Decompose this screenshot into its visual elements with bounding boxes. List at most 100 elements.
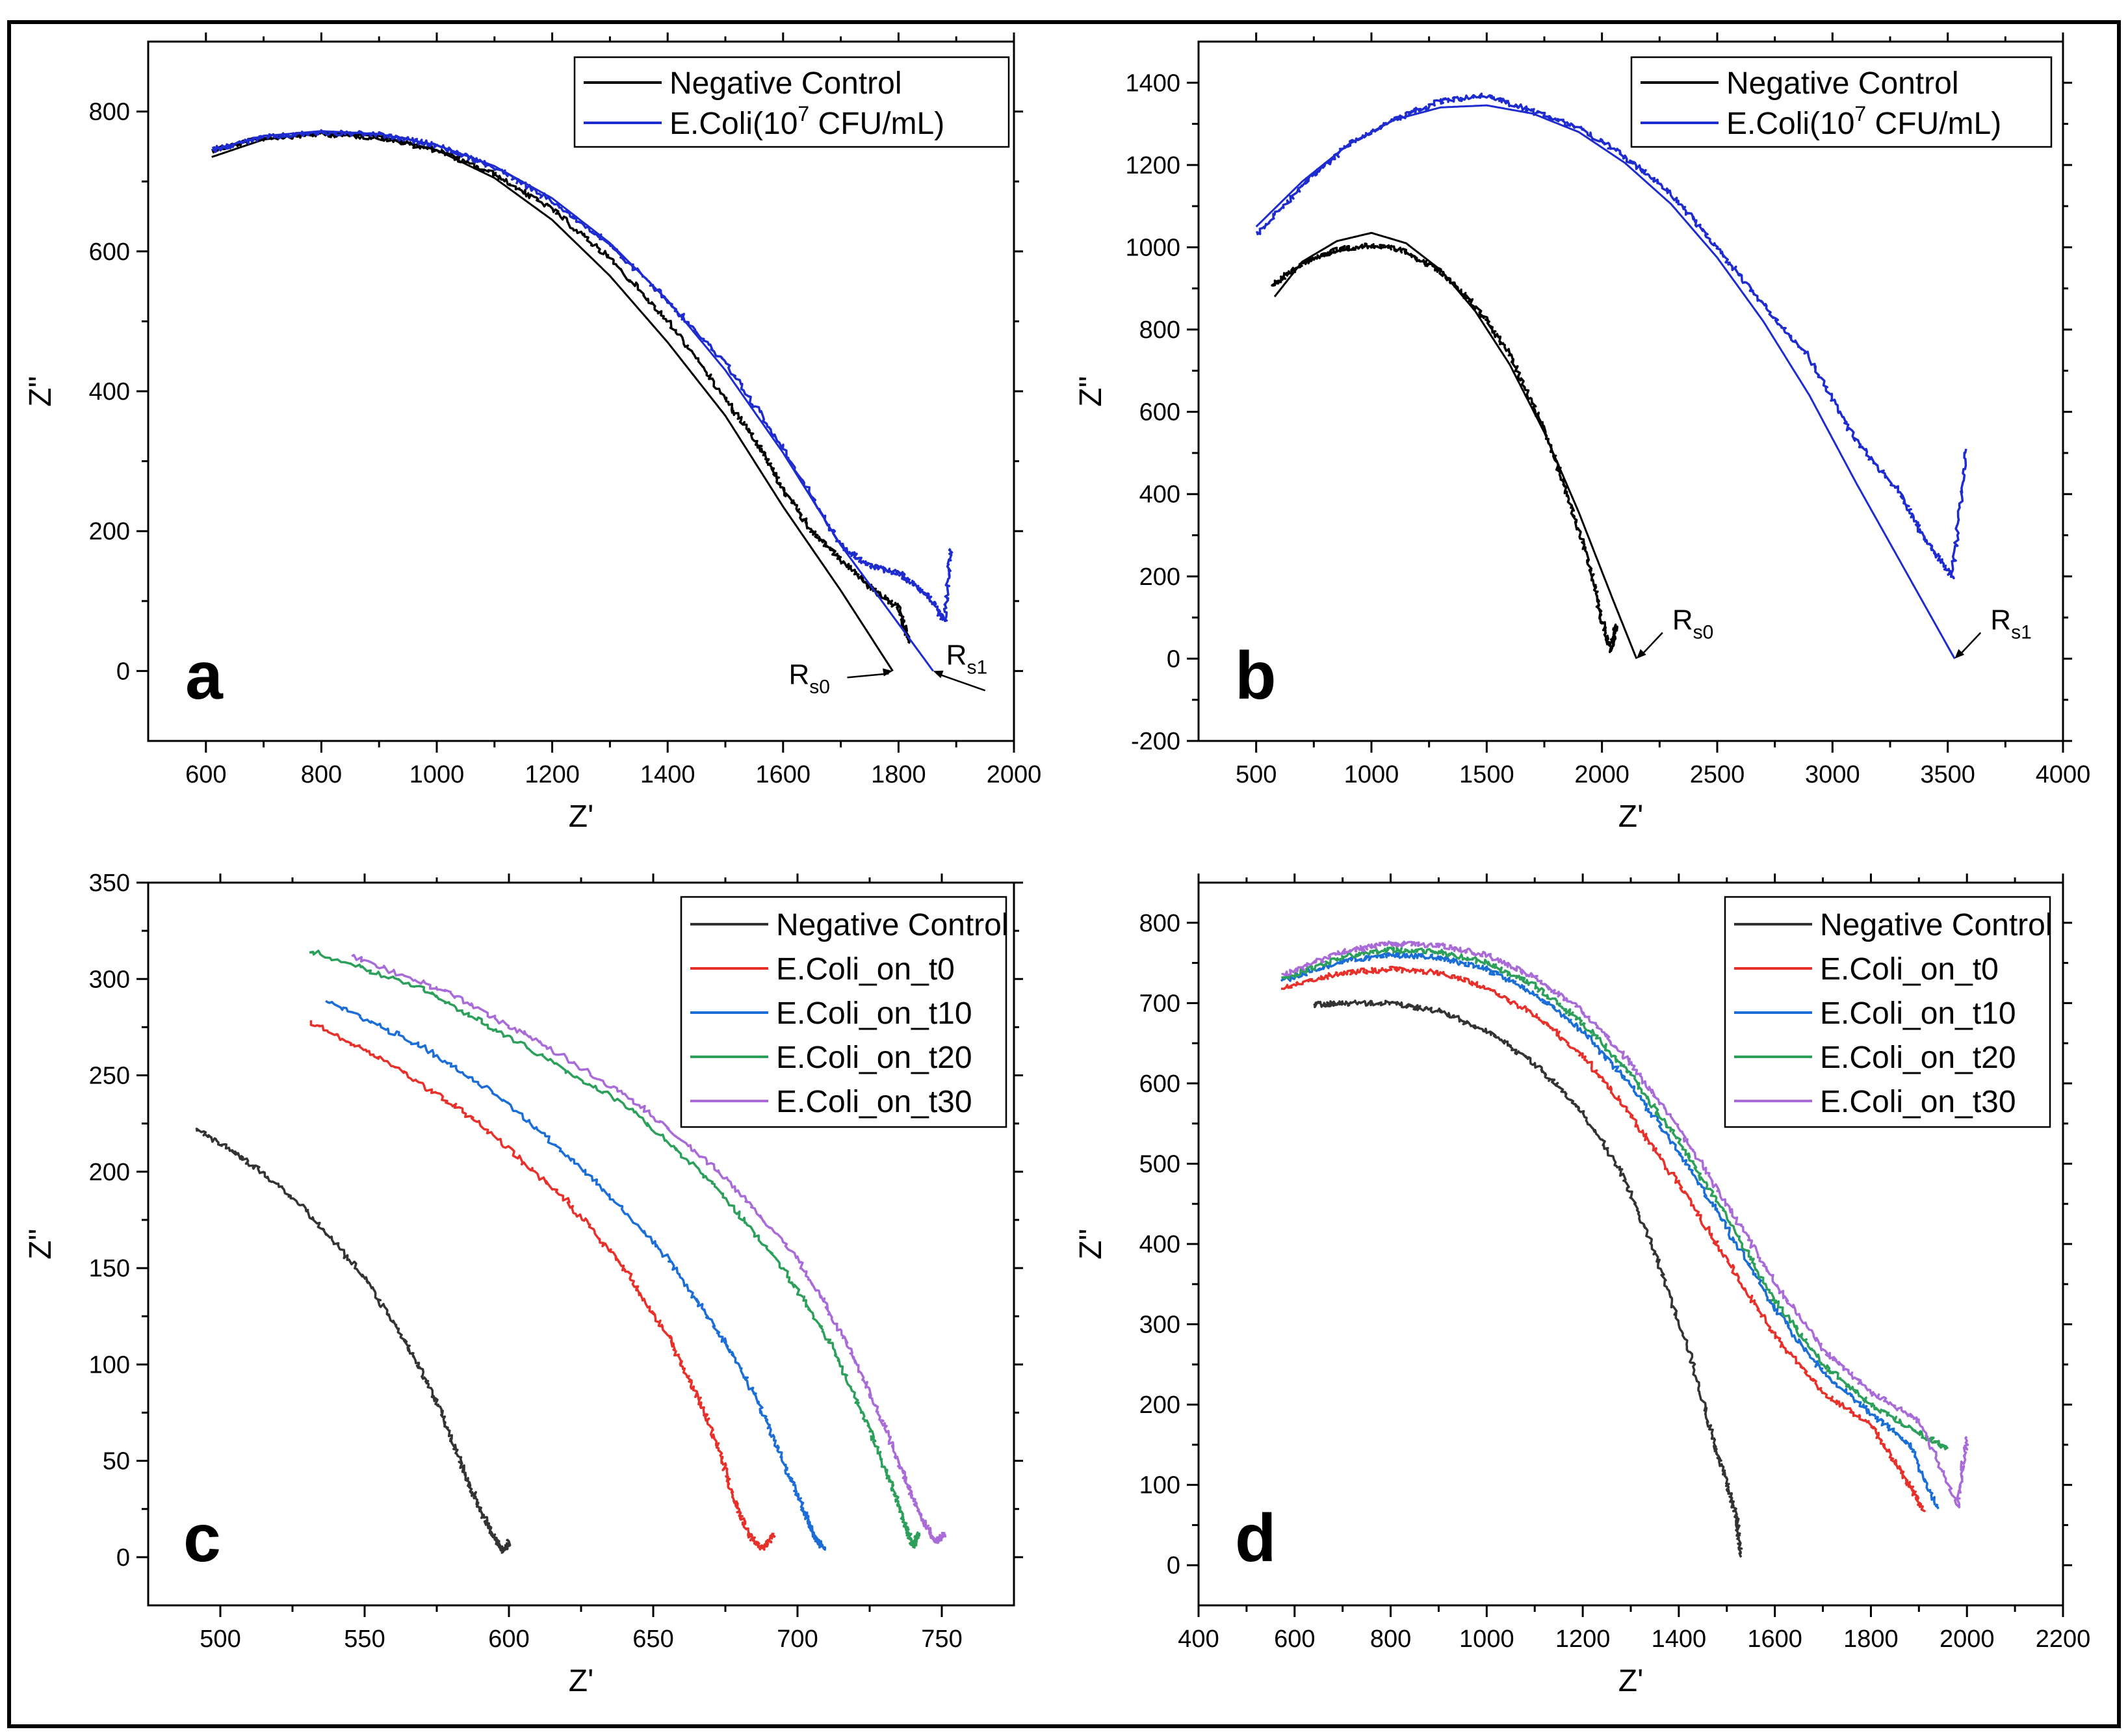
legend-label-text: E.Coli_on_t30 <box>1820 1085 2016 1119</box>
x-tick-label: 600 <box>185 761 226 788</box>
y-tick-label: 350 <box>89 870 130 897</box>
series-line-negative-control-fit <box>1273 231 1638 659</box>
y-tick-label: 200 <box>89 1159 130 1186</box>
y-tick-label: 200 <box>1139 1392 1180 1419</box>
x-tick-label: 1600 <box>756 761 811 788</box>
series-line-e-coli-on-t20 <box>1280 946 1949 1451</box>
y-tick-label: 250 <box>89 1063 130 1090</box>
panel-c: 500 550 600 650 700 750 0 50 100 150 200 250 300 350 Z… <box>23 870 1023 1698</box>
x-tick-label: 750 <box>921 1626 962 1653</box>
y-axis-label: Z'' <box>23 1228 58 1260</box>
legend-label-text: E.Coli_on_t30 <box>776 1085 972 1119</box>
legend-label-text: E.Coli_on_t20 <box>1820 1041 2016 1075</box>
legend-label: E.Coli_on_t0 <box>776 952 955 987</box>
x-axis-label: Z' <box>1618 1664 1643 1698</box>
y-tick-label: 1000 <box>1125 234 1180 261</box>
legend-label-text: E.Coli(10 <box>1726 107 1854 141</box>
x-axis-label: Z' <box>569 1664 593 1698</box>
annotation-sub: s1 <box>967 656 987 678</box>
series-line-e-coli-on-t10 <box>1280 952 1940 1510</box>
legend-label: E.Coli_on_t10 <box>1820 996 2016 1031</box>
x-axis-label: Z' <box>1618 799 1643 834</box>
annotation-arrow <box>847 673 889 679</box>
x-tick-label: 1000 <box>409 761 465 788</box>
legend-label: E.Coli_on_t30 <box>1820 1085 2016 1119</box>
y-tick-label: 100 <box>1139 1472 1180 1499</box>
annotation-arrowhead <box>1636 649 1646 659</box>
legend-label-text: Negative Control <box>1820 908 2053 942</box>
y-tick-label: 150 <box>89 1255 130 1282</box>
series-line-e-coli-on-t30 <box>1281 940 1969 1509</box>
legend-label-text: E.Coli_on_t20 <box>776 1041 972 1075</box>
x-tick-label: 600 <box>488 1626 529 1653</box>
y-tick-label: 600 <box>1139 399 1180 426</box>
x-tick-label: 500 <box>1236 761 1277 788</box>
annotation-sub: s0 <box>1693 621 1714 643</box>
series-line-e-coli-on-t0 <box>1281 965 1926 1512</box>
x-tick-label: 1500 <box>1459 761 1514 788</box>
annotation-main: R <box>946 639 967 671</box>
legend-label: E.Coli_on_t20 <box>1820 1041 2016 1075</box>
annotation-main: R <box>1990 604 2011 636</box>
y-tick-label: 0 <box>116 658 130 685</box>
legend-label-text: Negative Control <box>1726 66 1959 101</box>
y-tick-label: 0 <box>1167 645 1180 673</box>
annotation-arrowhead <box>1954 649 1965 659</box>
y-tick-label: -200 <box>1131 728 1180 755</box>
x-tick-label: 4000 <box>2036 761 2091 788</box>
x-tick-label: 550 <box>344 1626 385 1653</box>
legend-label: Negative Control <box>1726 66 1959 101</box>
series-line-e-coli-10-7-cfu-ml- <box>1256 92 1967 580</box>
x-tick-label: 800 <box>1370 1626 1411 1653</box>
x-tick-label: 1000 <box>1459 1626 1514 1653</box>
legend-label-end: CFU/mL) <box>1866 107 2001 141</box>
legend-box <box>1630 56 2053 148</box>
annotation-label: Rs1 <box>946 639 987 678</box>
series-line-negative-control <box>211 130 911 644</box>
annotation-arrowhead <box>933 670 944 679</box>
legend-label: Negative Control <box>1820 908 2053 942</box>
legend-label: E.Coli_on_t10 <box>776 996 972 1031</box>
series-line-e-coli-on-t0 <box>309 1020 776 1551</box>
legend-label: E.Coli(107 CFU/mL) <box>1726 102 2001 141</box>
x-tick-label: 2000 <box>987 761 1042 788</box>
x-tick-label: 700 <box>777 1626 818 1653</box>
annotation-sub: s1 <box>2011 621 2032 643</box>
x-tick-label: 2000 <box>1574 761 1629 788</box>
x-tick-label: 500 <box>200 1626 240 1653</box>
legend-label-text: E.Coli_on_t10 <box>1820 996 2016 1031</box>
panel-letter: a <box>185 638 224 714</box>
y-tick-label: 1200 <box>1125 152 1180 179</box>
legend-label-text: Negative Control <box>776 908 1009 942</box>
series-line-e-coli-on-t30 <box>351 953 947 1544</box>
legend-label: E.Coli_on_t20 <box>776 1041 972 1075</box>
annotation-main: R <box>789 658 810 690</box>
panel-letter: d <box>1235 1501 1277 1576</box>
y-tick-label: 400 <box>1139 481 1180 508</box>
series-line-e-coli-on-t20 <box>309 950 921 1549</box>
y-tick-label: 800 <box>1139 910 1180 937</box>
y-tick-label: 1400 <box>1125 70 1180 97</box>
x-tick-label: 3500 <box>1920 761 1975 788</box>
y-axis-label: Z'' <box>23 376 58 407</box>
y-tick-label: 800 <box>89 99 130 126</box>
panel-a: 600 800 1000 1200 1400 1600 1800 2000 0 200 400 600… <box>23 32 1041 834</box>
legend-label: E.Coli(107 CFU/mL) <box>669 102 944 141</box>
x-tick-label: 1800 <box>1843 1626 1899 1653</box>
y-tick-label: 400 <box>1139 1231 1180 1258</box>
figure-border <box>7 20 2121 1728</box>
x-tick-label: 1800 <box>871 761 926 788</box>
x-tick-label: 1200 <box>525 761 580 788</box>
legend-label: Negative Control <box>776 908 1009 942</box>
annotation-main: R <box>1672 604 1693 636</box>
legend-label-text: E.Coli_on_t0 <box>776 952 955 987</box>
series-line-e-coli-10-7-cfu-ml-fit <box>1255 104 1956 660</box>
legend-label-text: E.Coli_on_t0 <box>1820 952 1999 987</box>
y-tick-label: 300 <box>1139 1312 1180 1339</box>
panels-group: 600 800 1000 1200 1400 1600 1800 20000200400600… <box>23 32 2090 1698</box>
panel-letter: c <box>183 1501 221 1576</box>
legend-box <box>573 56 1010 148</box>
y-tick-label: 700 <box>1139 990 1180 1017</box>
legend-label-end: CFU/mL) <box>809 107 944 141</box>
